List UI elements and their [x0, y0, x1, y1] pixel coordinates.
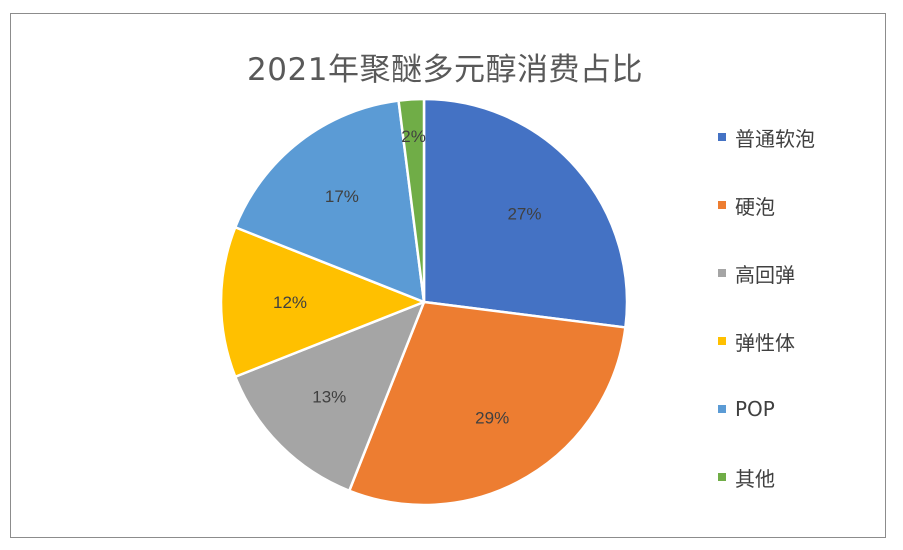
legend-label: 普通软泡 — [735, 126, 815, 151]
legend-swatch — [718, 473, 726, 481]
pie-slice-4 — [234, 99, 426, 304]
pie-data-label-3: 12% — [273, 293, 307, 312]
chart-legend: 普通软泡硬泡高回弹弹性体 POP 其他 — [718, 103, 815, 511]
legend-label: 硬泡 — [735, 194, 775, 219]
legend-item: 高回弹 — [718, 239, 815, 307]
legend-swatch — [718, 201, 726, 209]
pie-slice-1 — [348, 300, 627, 507]
legend-item: 其他 — [718, 443, 815, 511]
pie-data-label-1: 29% — [475, 408, 509, 427]
legend-item: 弹性体 — [718, 307, 815, 375]
pie-slice-2 — [234, 300, 426, 492]
legend-label: 弹性体 — [735, 330, 795, 355]
pie-data-label-2: 13% — [312, 388, 346, 407]
pie-slice-0 — [422, 97, 629, 329]
pie-data-label-4: 17% — [325, 187, 359, 206]
legend-item: POP — [718, 375, 815, 443]
pie-slice-3 — [219, 226, 426, 378]
legend-label: 其他 — [735, 466, 775, 491]
legend-item: 普通软泡 — [718, 103, 815, 171]
chart-title: 2021年聚醚多元醇消费占比 — [247, 52, 643, 88]
legend-item: 硬泡 — [718, 171, 815, 239]
pie-data-label-5: 2% — [401, 127, 426, 146]
pie-data-label-0: 27% — [507, 204, 541, 223]
legend-label: POP — [735, 397, 775, 421]
legend-label: 高回弹 — [735, 262, 795, 287]
legend-swatch — [718, 337, 726, 345]
legend-swatch — [718, 405, 726, 413]
legend-swatch — [718, 133, 726, 141]
pie-slice-5 — [397, 97, 426, 304]
legend-swatch — [718, 269, 726, 277]
